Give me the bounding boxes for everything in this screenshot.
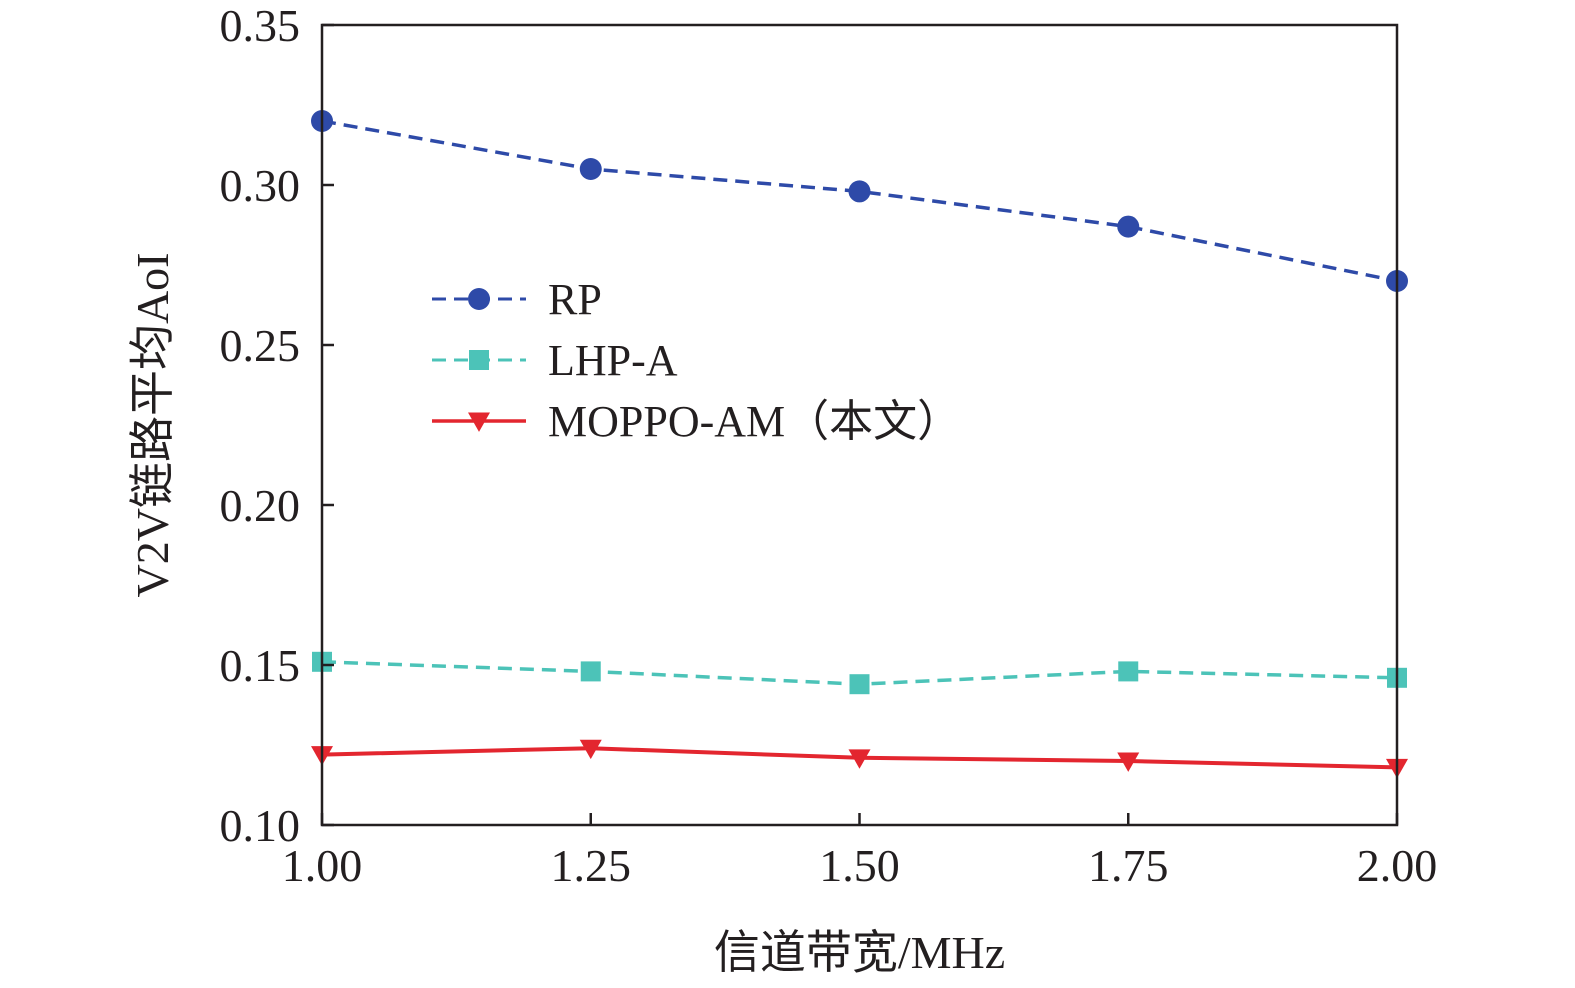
x-tick-label: 1.25 — [551, 840, 632, 891]
x-tick-label: 2.00 — [1357, 840, 1438, 891]
series-lhp-a — [312, 651, 1407, 695]
legend-swatch-marker — [468, 288, 490, 310]
series-line-rp — [321, 119, 1398, 283]
data-point-rp — [1117, 215, 1140, 238]
legend-item-moppo-am: MOPPO-AM（本文） — [432, 397, 961, 446]
series-rp — [311, 110, 1408, 292]
data-point-lhp-a — [1118, 661, 1139, 682]
x-tick-label: 1.50 — [819, 840, 900, 891]
legend-label: MOPPO-AM（本文） — [548, 397, 961, 446]
y-tick-label: 0.20 — [220, 480, 301, 531]
y-tick-label: 0.10 — [220, 800, 301, 851]
data-point-rp — [848, 180, 871, 203]
series-layer — [311, 110, 1408, 779]
data-point-moppo-am — [579, 739, 602, 760]
label-layer: 0.10 0.15 0.20 0.25 0.30 0.35 1.00 1.25 1.50 1.75… — [220, 0, 1438, 891]
y-axis-title: V2V链路平均AoI — [127, 253, 178, 598]
legend-item-rp: RP — [432, 275, 602, 324]
legend-swatch-marker — [469, 350, 489, 370]
data-point-lhp-a — [580, 661, 601, 682]
legend-swatch-marker — [468, 412, 490, 432]
series-moppo-am — [311, 739, 1408, 779]
legend-label: RP — [548, 275, 602, 324]
x-tick-label: 1.75 — [1088, 840, 1169, 891]
y-tick-label: 0.35 — [220, 0, 301, 51]
y-tick-label: 0.25 — [220, 320, 301, 371]
data-point-moppo-am — [1117, 752, 1140, 772]
data-point-rp — [579, 158, 602, 180]
data-point-moppo-am — [848, 749, 871, 769]
x-axis-title: 信道带宽/MHz — [714, 927, 1005, 978]
legend-label: LHP-A — [548, 336, 678, 385]
x-tick-label: 1.00 — [282, 840, 363, 891]
legend-item-lhp-a: LHP-A — [432, 336, 678, 385]
data-point-lhp-a — [849, 674, 870, 695]
y-tick-label: 0.15 — [220, 640, 301, 691]
legend: RP LHP-A MOPPO-AM（本文） — [432, 275, 961, 446]
y-tick-label: 0.30 — [220, 160, 301, 211]
tick-layer — [320, 23, 1399, 827]
